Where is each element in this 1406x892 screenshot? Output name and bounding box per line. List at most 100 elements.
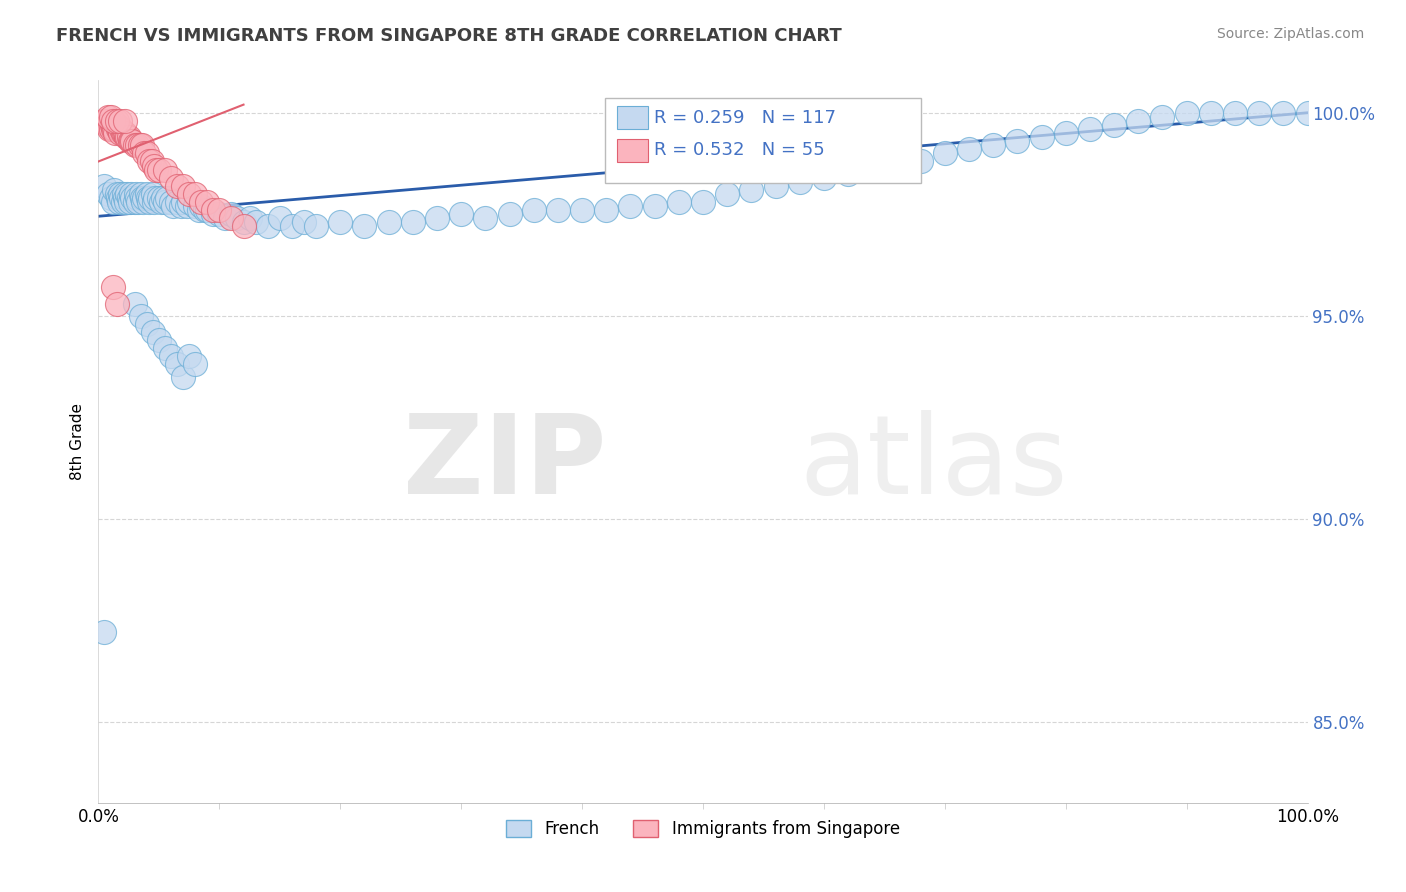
Point xyxy=(150,195,173,210)
Point xyxy=(100,118,122,132)
Point xyxy=(108,122,131,136)
Point xyxy=(1007,134,1029,148)
Point xyxy=(117,130,139,145)
Point xyxy=(269,211,291,226)
Point xyxy=(474,211,496,226)
Point xyxy=(100,110,122,124)
Point xyxy=(153,162,176,177)
Point xyxy=(108,114,131,128)
Point xyxy=(101,195,124,210)
Point xyxy=(547,203,569,218)
Point xyxy=(152,191,174,205)
Point xyxy=(166,195,188,210)
Text: Source: ZipAtlas.com: Source: ZipAtlas.com xyxy=(1216,27,1364,41)
Point xyxy=(886,159,908,173)
Point xyxy=(292,215,315,229)
Point xyxy=(208,207,231,221)
Point xyxy=(162,199,184,213)
Point xyxy=(107,191,129,205)
Point xyxy=(127,138,149,153)
Point xyxy=(148,333,170,347)
Text: atlas: atlas xyxy=(800,409,1069,516)
Point xyxy=(125,186,148,201)
Point xyxy=(105,186,128,201)
Point xyxy=(190,199,212,213)
Point xyxy=(245,215,267,229)
Point xyxy=(121,191,143,205)
Point xyxy=(124,138,146,153)
Point xyxy=(145,162,167,177)
Point xyxy=(214,211,236,226)
Point xyxy=(127,191,149,205)
Point xyxy=(160,195,183,210)
Point xyxy=(1128,114,1150,128)
Point xyxy=(100,191,122,205)
Point xyxy=(184,186,207,201)
Y-axis label: 8th Grade: 8th Grade xyxy=(69,403,84,480)
Point xyxy=(1031,130,1053,145)
Point xyxy=(115,130,138,145)
Point xyxy=(108,195,131,210)
Point xyxy=(114,126,136,140)
Point xyxy=(101,122,124,136)
Point xyxy=(184,358,207,372)
Point xyxy=(595,203,617,218)
Point xyxy=(668,195,690,210)
Point xyxy=(110,122,132,136)
Point xyxy=(1223,105,1246,120)
Point xyxy=(132,195,155,210)
Point xyxy=(619,199,641,213)
Point xyxy=(202,203,225,218)
Point xyxy=(104,126,127,140)
Point xyxy=(108,186,131,201)
Point xyxy=(124,195,146,210)
Point xyxy=(97,118,120,132)
Text: FRENCH VS IMMIGRANTS FROM SINGAPORE 8TH GRADE CORRELATION CHART: FRENCH VS IMMIGRANTS FROM SINGAPORE 8TH … xyxy=(56,27,842,45)
Point xyxy=(169,199,191,213)
Point xyxy=(934,146,956,161)
Point xyxy=(184,199,207,213)
Point xyxy=(139,191,162,205)
Text: R = 0.259   N = 117: R = 0.259 N = 117 xyxy=(654,109,835,127)
Point xyxy=(128,138,150,153)
Point xyxy=(138,195,160,210)
Text: ZIP: ZIP xyxy=(404,409,606,516)
Point xyxy=(450,207,472,221)
Point xyxy=(153,195,176,210)
Point xyxy=(329,215,352,229)
Point xyxy=(108,126,131,140)
Point xyxy=(143,159,166,173)
Point xyxy=(498,207,520,221)
Text: R = 0.532   N = 55: R = 0.532 N = 55 xyxy=(654,141,824,159)
Point xyxy=(172,195,194,210)
Point xyxy=(111,195,134,210)
Point xyxy=(141,154,163,169)
Point xyxy=(1272,105,1295,120)
Point xyxy=(114,114,136,128)
Point xyxy=(135,186,157,201)
Point xyxy=(402,215,425,229)
Point xyxy=(1152,110,1174,124)
Point xyxy=(644,199,666,213)
Point xyxy=(1199,105,1222,120)
Point xyxy=(813,170,835,185)
Point xyxy=(105,118,128,132)
Point xyxy=(117,186,139,201)
Point xyxy=(1078,122,1101,136)
Point xyxy=(353,219,375,234)
Point xyxy=(121,134,143,148)
Point xyxy=(194,203,217,218)
Point xyxy=(179,349,201,363)
Point xyxy=(131,191,153,205)
Point xyxy=(118,130,141,145)
Point xyxy=(97,186,120,201)
Point xyxy=(716,186,738,201)
Point xyxy=(118,191,141,205)
Point xyxy=(195,203,218,218)
Legend: French, Immigrants from Singapore: French, Immigrants from Singapore xyxy=(499,814,907,845)
Point xyxy=(110,191,132,205)
Point xyxy=(127,195,149,210)
Point xyxy=(166,178,188,193)
Point xyxy=(981,138,1004,153)
Point xyxy=(239,211,262,226)
